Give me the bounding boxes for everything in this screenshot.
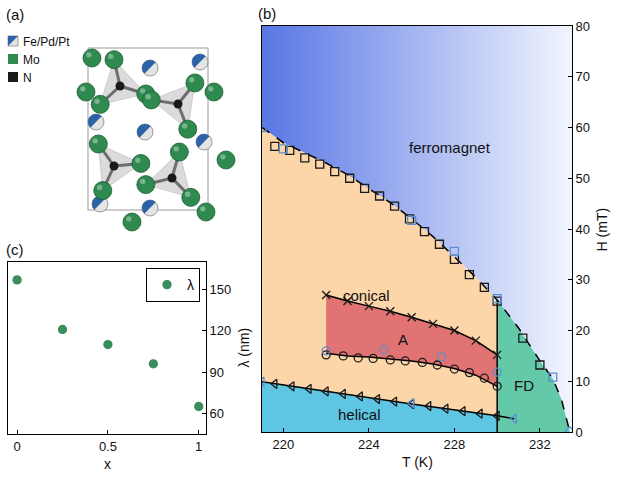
svg-text:1: 1 <box>195 439 202 454</box>
svg-text:80: 80 <box>576 19 590 34</box>
svg-text:220: 220 <box>273 437 295 452</box>
svg-text:Fe/Pd/Pt: Fe/Pd/Pt <box>23 35 70 49</box>
svg-text:0: 0 <box>13 439 20 454</box>
svg-text:ferromagnet: ferromagnet <box>409 139 491 156</box>
svg-text:0: 0 <box>576 425 583 440</box>
svg-text:A: A <box>398 331 408 348</box>
svg-text:40: 40 <box>576 222 590 237</box>
svg-text:224: 224 <box>358 437 380 452</box>
svg-text:λ (nm): λ (nm) <box>236 328 252 368</box>
svg-text:(a): (a) <box>6 6 24 23</box>
svg-text:(c): (c) <box>6 241 24 258</box>
svg-text:150: 150 <box>210 282 232 297</box>
svg-text:λ: λ <box>187 277 194 293</box>
svg-text:Mo: Mo <box>23 53 40 67</box>
svg-text:90: 90 <box>210 365 224 380</box>
svg-text:30: 30 <box>576 272 590 287</box>
svg-text:232: 232 <box>529 437 551 452</box>
svg-text:20: 20 <box>576 323 590 338</box>
svg-text:FD: FD <box>514 377 534 394</box>
svg-text:H (mT): H (mT) <box>594 208 610 252</box>
svg-text:x: x <box>104 456 111 472</box>
svg-text:conical: conical <box>343 287 390 304</box>
svg-text:helical: helical <box>338 406 381 423</box>
svg-text:60: 60 <box>210 406 224 421</box>
svg-text:228: 228 <box>444 437 466 452</box>
svg-text:120: 120 <box>210 323 232 338</box>
svg-text:T (K): T (K) <box>402 454 433 470</box>
svg-text:(b): (b) <box>258 5 276 22</box>
svg-text:60: 60 <box>576 120 590 135</box>
svg-text:N: N <box>23 71 32 85</box>
svg-text:70: 70 <box>576 69 590 84</box>
svg-text:0.5: 0.5 <box>99 439 117 454</box>
svg-text:50: 50 <box>576 171 590 186</box>
svg-text:10: 10 <box>576 374 590 389</box>
